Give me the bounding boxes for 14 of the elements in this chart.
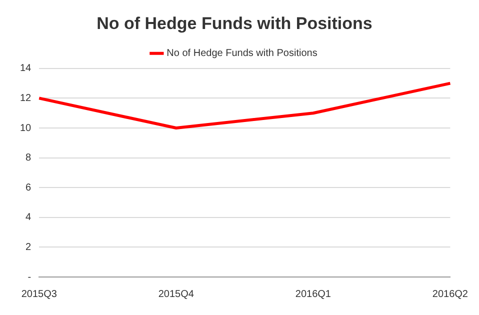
legend-label: No of Hedge Funds with Positions — [166, 48, 318, 60]
x-tick-label: 2015Q4 — [158, 288, 194, 300]
y-tick-label: 6 — [26, 182, 32, 194]
y-tick-label: 4 — [26, 212, 32, 224]
y-tick-label: 2 — [26, 242, 32, 253]
x-tick-label: 2016Q2 — [432, 288, 468, 300]
x-tick-label: 2016Q1 — [295, 288, 332, 300]
chart-title: No of Hedge Funds with Positions — [96, 14, 372, 33]
y-tick-label: 14 — [20, 63, 32, 74]
y-tick-label: - — [28, 272, 32, 283]
y-tick-label: 10 — [20, 122, 32, 134]
y-tick-label: 8 — [26, 152, 32, 164]
y-tick-label: 12 — [20, 92, 32, 104]
x-tick-label: 2015Q3 — [21, 288, 58, 300]
